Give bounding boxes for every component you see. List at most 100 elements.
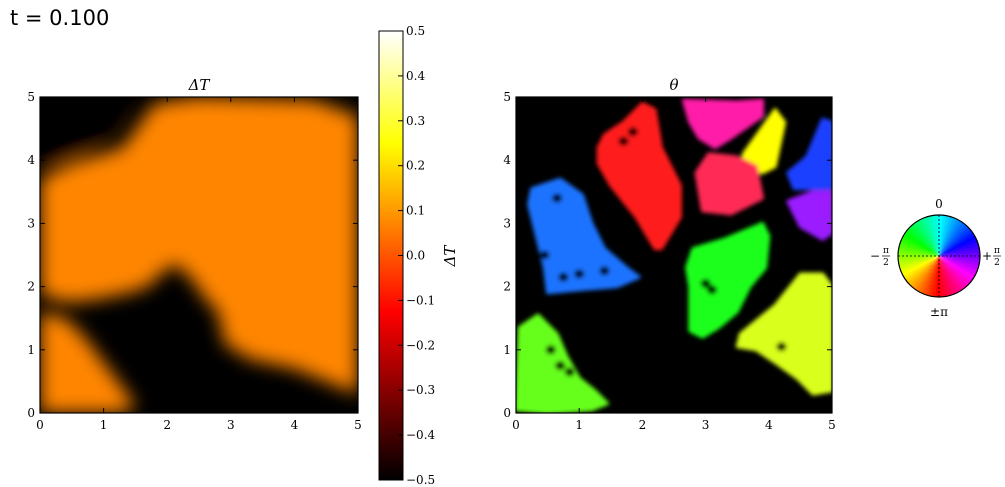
grain xyxy=(786,190,832,241)
hue-wheel-slice xyxy=(905,256,939,283)
hue-wheel-slice xyxy=(918,256,939,294)
grain-hole xyxy=(545,345,556,355)
hue-wheel-slice xyxy=(939,256,950,297)
hue-wheel-label-bottom: ±π xyxy=(930,305,948,319)
hue-wheel-slice xyxy=(900,256,939,274)
hue-wheel-label-left-denominator: 2 xyxy=(883,258,889,268)
0-ytick-label: 5 xyxy=(27,90,35,104)
hue-wheel-label-right-denominator: 2 xyxy=(994,258,1000,268)
orientation-title: θ xyxy=(669,76,678,94)
colorbar-tick-label: 0.0 xyxy=(406,249,425,263)
hue-wheel-slice xyxy=(939,238,978,256)
grain xyxy=(596,101,682,251)
2-ytick-label: 3 xyxy=(503,216,511,230)
colorbar-tick-label: −0.4 xyxy=(406,428,436,442)
0-xtick-label: 3 xyxy=(227,418,235,432)
orientation-panel: θ 0 1 2 3 4 5 0 1 2 3 4 5 xyxy=(503,76,835,432)
hue-wheel-slice xyxy=(939,256,963,292)
hue-wheel-label-left-numerator: π xyxy=(883,246,889,256)
hue-wheel-slice xyxy=(939,256,978,274)
hue-wheel-slice xyxy=(939,235,977,256)
hue-wheel-slice xyxy=(899,241,939,256)
0-ytick-label: 4 xyxy=(27,153,35,167)
hue-wheel-slice xyxy=(921,256,939,295)
0-ytick-label: 3 xyxy=(27,216,35,230)
0-xtick-label: 2 xyxy=(163,418,171,432)
hue-wheel-slice xyxy=(907,256,939,285)
temperature-title: ΔT xyxy=(188,76,211,94)
grain-hole xyxy=(618,136,629,146)
orientation-frame xyxy=(515,96,833,414)
hue-wheel-slice xyxy=(938,256,943,297)
hue-wheel-label-right-sign: + xyxy=(982,249,992,263)
hue-wheel-slice xyxy=(935,215,940,256)
grain-hole xyxy=(627,127,638,137)
hue-wheel-slice xyxy=(939,232,975,256)
2-xtick-label: 2 xyxy=(639,418,647,432)
hot-region xyxy=(40,97,358,395)
2-ytick-label: 0 xyxy=(503,406,511,420)
0-xtick-label: 4 xyxy=(291,418,299,432)
2-xtick-label: 3 xyxy=(702,418,710,432)
hue-wheel-slice xyxy=(939,216,954,256)
hue-wheel-slice xyxy=(939,248,980,256)
hue-wheel-slice xyxy=(939,227,971,256)
colorbar-tick-label: 0.5 xyxy=(406,24,425,38)
0-xtick-label: 0 xyxy=(36,418,44,432)
2-ytick-label: 2 xyxy=(503,280,511,294)
colorbar-tick-label: 0.2 xyxy=(406,159,425,173)
hue-wheel-slice xyxy=(939,224,969,256)
grain-hole xyxy=(564,367,575,377)
grain-hole xyxy=(706,285,717,295)
0-xtick-label: 5 xyxy=(354,418,362,432)
grain-hole xyxy=(555,361,566,371)
hue-wheel-slice xyxy=(939,256,960,294)
hue-wheel-slice xyxy=(912,256,939,290)
time-label: t = 0.100 xyxy=(10,6,110,30)
grain-hole xyxy=(552,193,563,203)
temperature-frame xyxy=(39,96,359,414)
hue-wheel-slice xyxy=(924,256,939,296)
hue-wheel-slice xyxy=(939,218,960,256)
0-ytick-label: 0 xyxy=(27,406,35,420)
hue-wheel-slice xyxy=(918,218,939,256)
0-ytick-label: 1 xyxy=(27,343,35,357)
hue-wheel-slice xyxy=(905,229,939,256)
colorbar-tick-label: −0.2 xyxy=(406,338,435,352)
hue-wheel-slice xyxy=(915,220,939,256)
hue-wheel-slice xyxy=(939,222,966,256)
grain xyxy=(735,272,832,396)
hue-wheel-slice xyxy=(939,217,957,256)
colorbar-tick-label: 0.3 xyxy=(406,114,425,128)
hue-wheel-slice xyxy=(939,220,963,256)
hue-wheel-slice xyxy=(898,256,939,267)
2-xtick-label: 4 xyxy=(765,418,773,432)
colorbar-tick-label: −0.5 xyxy=(406,473,435,487)
hue-wheel-slice xyxy=(939,241,979,256)
hue-wheel-slice xyxy=(939,256,966,290)
grain xyxy=(786,117,832,191)
0-xtick-label: 1 xyxy=(100,418,108,432)
hue-wheel-slice xyxy=(928,215,939,256)
0-ytick-label: 2 xyxy=(27,280,35,294)
2-xtick-label: 5 xyxy=(828,418,836,432)
hue-wheel-slice xyxy=(898,256,939,264)
temperature-panel: ΔT 0 1 2 3 4 5 0 1 2 3 4 5 xyxy=(27,76,361,432)
hue-wheel-slice xyxy=(939,256,947,297)
hue-wheel-slice xyxy=(939,252,980,257)
hue-wheel-slice xyxy=(924,216,939,256)
hue-wheel-slice xyxy=(901,256,939,277)
hue-wheel-label-right-numerator: π xyxy=(994,246,1000,256)
colorbar-tick-label: −0.3 xyxy=(406,383,435,397)
grain-hole xyxy=(574,269,585,279)
cold-region xyxy=(40,97,123,167)
hue-wheel-slice xyxy=(921,217,939,256)
hue-wheel-slice xyxy=(939,256,973,283)
hue-wheel-slice xyxy=(939,256,957,295)
hue-wheel-slice xyxy=(931,215,939,256)
colorbar-tick-label: 0.1 xyxy=(406,204,425,218)
grain xyxy=(527,177,641,295)
grain-hole xyxy=(700,278,711,288)
hue-wheel-slice xyxy=(939,229,973,256)
hue-wheel-slice xyxy=(912,222,939,256)
